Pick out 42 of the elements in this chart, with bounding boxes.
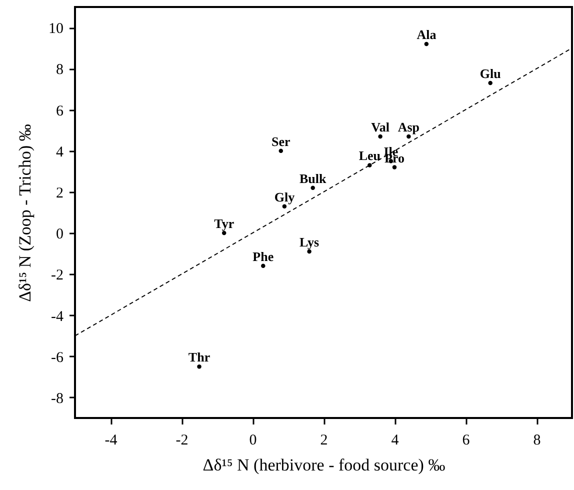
point: [488, 80, 492, 86]
y-tick-label: -4: [51, 308, 64, 325]
point: [197, 364, 202, 369]
x-tick-label: 0: [249, 432, 257, 448]
data-label: Gly: [274, 189, 296, 204]
y-tick-label: -2: [51, 268, 64, 284]
data-label: Thr: [188, 350, 210, 365]
x-tick-label: 8: [533, 432, 541, 448]
data-label: Asp: [398, 119, 420, 134]
y-tick-label: 10: [48, 21, 64, 38]
x-tick-label: 4: [391, 432, 400, 448]
y-tick-label: -8: [51, 390, 64, 407]
x-tick-label: -2: [176, 432, 188, 448]
point: [424, 42, 429, 46]
y-tick-label: 0: [56, 226, 64, 243]
data-label: Phe: [252, 248, 274, 264]
x-tick-label: -4: [104, 432, 118, 448]
point: [392, 165, 397, 170]
y-tick-label: 8: [56, 62, 64, 78]
data-label: Tyr: [214, 216, 234, 232]
x-axis-title: Δδ¹⁵ N (herbivore - food source) ‰: [202, 456, 446, 474]
y-tick-label: 4: [56, 144, 64, 160]
data-label: Val: [371, 119, 390, 134]
data-label: Glu: [480, 66, 501, 82]
point: [222, 230, 226, 236]
data-label: Leu: [358, 148, 380, 164]
y-tick-label: -6: [51, 350, 64, 366]
x-tick-label: 2: [320, 432, 328, 448]
point: [278, 148, 284, 153]
data-label: Ser: [272, 134, 291, 149]
x-tick-label: 6: [462, 432, 470, 448]
point: [310, 186, 315, 190]
point: [307, 249, 312, 254]
y-tick-label: 2: [56, 185, 64, 202]
data-label: Bulk: [299, 170, 327, 186]
y-axis-title: Δδ¹⁵ N (Zoop - Tricho) ‰: [16, 124, 34, 302]
point: [261, 264, 266, 268]
data-label: Ala: [416, 26, 437, 42]
point: [406, 134, 411, 139]
data-label: Lys: [300, 234, 320, 250]
point: [378, 134, 382, 139]
y-tick-label: 6: [56, 103, 64, 120]
